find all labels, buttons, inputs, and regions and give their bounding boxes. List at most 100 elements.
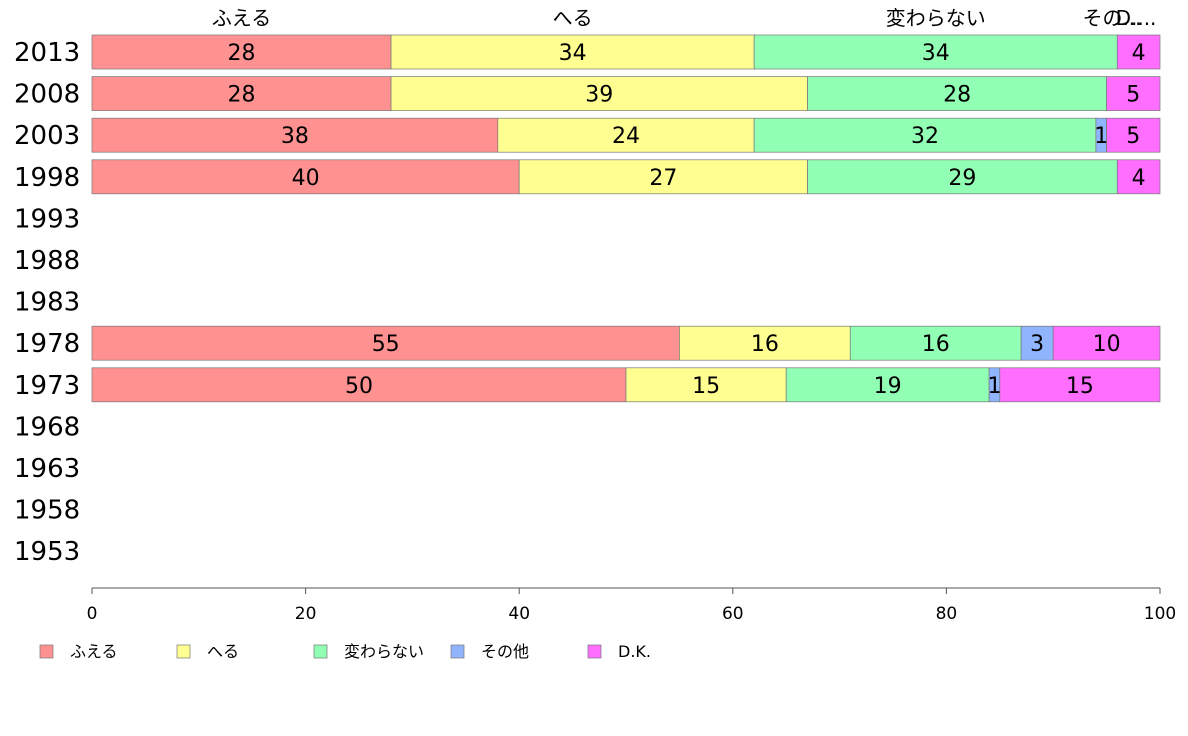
legend-label: 変わらない (344, 642, 424, 661)
category-label: 1968 (14, 412, 80, 442)
data-label: 34 (922, 41, 950, 66)
legend-item: その他 (450, 642, 529, 661)
data-label: 1 (1094, 124, 1108, 149)
bar-segment (1106, 76, 1161, 111)
data-label: 38 (281, 124, 309, 149)
data-label: 28 (943, 83, 971, 108)
data-label: 3 (1030, 332, 1044, 357)
legend-swatch (176, 644, 191, 659)
x-tick-label: 60 (722, 604, 744, 624)
bar-segment (91, 367, 627, 403)
chart-row: 1963 (14, 454, 80, 484)
bar-segment (91, 325, 680, 361)
legend-swatch (587, 644, 602, 659)
bar-segment (1052, 325, 1161, 361)
data-label: 19 (874, 374, 902, 399)
bar-segment (1020, 325, 1054, 361)
bar-segment (807, 76, 1107, 111)
data-label: 15 (692, 374, 720, 399)
column-headers: ふえる へる 変わらない その...D.... (212, 6, 1157, 30)
bar-segment (518, 159, 808, 195)
bar-segment (1116, 34, 1161, 70)
chart-row: 1988 (14, 246, 80, 276)
legend-item: ふえる (39, 642, 118, 661)
legend-item: D.K. (587, 642, 651, 661)
x-tick-label: 100 (1144, 604, 1176, 624)
legend-swatch (39, 644, 54, 659)
x-tick-label: 20 (295, 604, 317, 624)
category-label: 1988 (14, 246, 80, 276)
category-label: 1963 (14, 454, 80, 484)
bar-segment (849, 325, 1022, 361)
data-label: 32 (911, 124, 939, 149)
chart-row: 1968 (14, 412, 80, 442)
category-label: 1998 (14, 163, 80, 193)
data-label: 55 (372, 332, 400, 357)
bar-segment (1116, 159, 1161, 195)
data-label: 27 (649, 166, 677, 191)
data-label: 34 (559, 41, 587, 66)
legend-label: へる (207, 642, 239, 661)
chart-row: 1973 50 15 19 1 15 (14, 367, 1161, 403)
bar-segment (753, 34, 1118, 70)
chart-row: 2008 28 39 28 5 (14, 76, 1161, 111)
category-label: 1958 (14, 496, 80, 526)
data-label: 4 (1132, 41, 1146, 66)
data-label: 50 (345, 374, 373, 399)
legend-label: ふえる (70, 642, 118, 661)
bar-segment (390, 76, 808, 111)
legend-item: へる (176, 642, 239, 661)
data-label: 16 (922, 332, 950, 357)
bar-segment (91, 117, 499, 153)
data-label: 39 (585, 83, 613, 108)
column-header: D.... (1116, 6, 1157, 30)
column-header: ふえる (212, 6, 271, 30)
legend-swatch (313, 644, 328, 659)
data-label: 1 (987, 374, 1001, 399)
column-header: その... (1082, 6, 1141, 30)
chart-row: 1998 40 27 29 4 (14, 159, 1161, 195)
data-label: 10 (1093, 332, 1121, 357)
chart-row: 1993 (14, 204, 80, 234)
bar-segment (753, 117, 1097, 153)
legend-label: D.K. (618, 642, 651, 661)
category-label: 2013 (14, 38, 80, 68)
data-label: 29 (948, 166, 976, 191)
legend-item: 変わらない (313, 642, 424, 661)
category-label: 1973 (14, 371, 80, 401)
data-label: 5 (1126, 124, 1140, 149)
category-label: 1983 (14, 288, 80, 318)
bar-segment (679, 325, 851, 361)
bar-segment (999, 367, 1161, 403)
category-label: 2008 (14, 80, 80, 110)
data-label: 40 (292, 166, 320, 191)
chart-row: 1958 (14, 496, 80, 526)
data-label: 28 (228, 41, 256, 66)
bar-segment (785, 367, 990, 403)
bar-segment (390, 34, 755, 70)
chart-row: 1978 55 16 16 3 10 (14, 325, 1161, 361)
legend-label: その他 (481, 642, 529, 661)
bar-segment (91, 34, 392, 70)
legend: ふえる へる 変わらない その他 D.K. (39, 642, 651, 661)
x-tick-label: 80 (936, 604, 958, 624)
chart-row: 2003 38 24 32 1 5 (14, 117, 1161, 153)
category-label: 2003 (14, 121, 80, 151)
data-label: 28 (228, 83, 256, 108)
category-label: 1993 (14, 204, 80, 234)
category-label: 1978 (14, 329, 80, 359)
column-header: へる (553, 6, 593, 30)
data-label: 4 (1132, 166, 1146, 191)
data-label: 24 (612, 124, 640, 149)
chart-row: 2013 28 34 34 4 (14, 34, 1161, 70)
bar-segment (1106, 117, 1161, 153)
chart-row: 1983 (14, 288, 80, 318)
x-axis: 0 20 40 60 80 100 (87, 587, 1176, 624)
category-label: 1953 (14, 537, 80, 567)
bar-segment (625, 367, 787, 403)
bar-segment (497, 117, 755, 153)
chart-row: 1953 (14, 537, 80, 567)
x-tick-label: 40 (508, 604, 530, 624)
